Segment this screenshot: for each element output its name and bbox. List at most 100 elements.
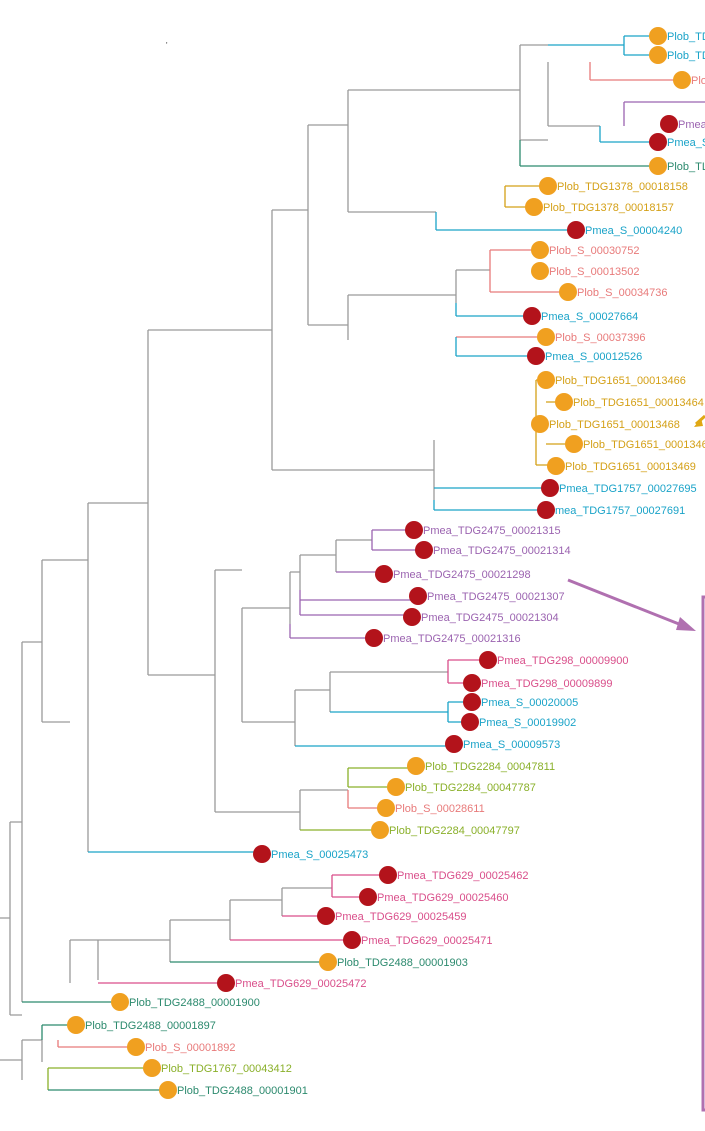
tip-label: Pmea — [678, 119, 705, 131]
tree-tip: Pmea_TDG1757_00027695 — [541, 479, 697, 497]
plob-dot-icon — [649, 27, 667, 45]
tip-label: Pmea_S_00009573 — [463, 739, 560, 751]
tip-label: Plob_TDG1378_00018158 — [557, 181, 688, 193]
tip-label: Plob_S_00030752 — [549, 245, 640, 257]
tree-tip: Plob_TDG1651_00013464 — [555, 393, 704, 411]
plob-dot-icon — [111, 993, 129, 1011]
tip-label: Plob_TDG2488_00001901 — [177, 1085, 308, 1097]
callout-box — [701, 595, 705, 1112]
plob-dot-icon — [555, 393, 573, 411]
pmea-dot-icon — [343, 931, 361, 949]
plob-dot-icon — [67, 1016, 85, 1034]
plob-dot-icon — [537, 371, 555, 389]
tip-label: Pmea_TDG2475_00021315 — [423, 525, 561, 537]
pmea-dot-icon — [660, 115, 678, 133]
tip-label: Pmea_S_00012526 — [545, 351, 642, 363]
pmea-dot-icon — [567, 221, 585, 239]
tree-tip: Plob_TD — [649, 27, 705, 45]
tip-label: Plob_S_00001892 — [145, 1042, 236, 1054]
tree-tip: Plob_TDG1651_00013468 — [531, 415, 680, 433]
plob-dot-icon — [531, 262, 549, 280]
plob-dot-icon — [537, 328, 555, 346]
tree-tip: Plob_S_00034736 — [559, 283, 668, 301]
plob-dot-icon — [525, 198, 543, 216]
plob-dot-icon — [387, 778, 405, 796]
tree-tip: Pmea_TDG2475_00021298 — [375, 565, 531, 583]
tree-tip: Plob_TDG2284_00047797 — [371, 821, 520, 839]
plob-dot-icon — [371, 821, 389, 839]
plob-dot-icon — [159, 1081, 177, 1099]
tip-label: Plob_TDG2284_00047811 — [425, 761, 555, 773]
purple-arrow — [567, 578, 685, 628]
tree-tip: Pmea_TDG2475_00021315 — [405, 521, 561, 539]
tip-label: Pmea_S_00025473 — [271, 849, 368, 861]
branch-n-c — [455, 269, 490, 303]
pmea-dot-icon — [409, 587, 427, 605]
annotation-arrows — [567, 414, 705, 1112]
tree-tip: Plob_S_00013502 — [531, 262, 640, 280]
tree-tip: Pmea — [660, 115, 705, 133]
pmea-dot-icon — [317, 907, 335, 925]
branch-n-l — [98, 899, 282, 962]
branch-n-m — [281, 887, 332, 916]
plob-dot-icon — [565, 435, 583, 453]
tree-tip: Pmea_TDG2475_00021304 — [403, 608, 559, 626]
tip-label: Pmea_TDG629_00025462 — [397, 870, 528, 882]
tip-label: Plob_TDG2488_00001900 — [129, 997, 260, 1009]
pmea-dot-icon — [463, 674, 481, 692]
tip-branch-7 — [435, 212, 576, 231]
tip-label: Plob_TD — [667, 50, 705, 62]
tree-tip: Pmea_S_00012526 — [527, 347, 642, 365]
tree-tip: Pmea_TDG629_00025462 — [379, 866, 528, 884]
tree-tip: Pmea_S_00020005 — [463, 693, 578, 711]
pmea-dot-icon — [379, 866, 397, 884]
branch-n-j — [299, 789, 348, 830]
tree-tip: Pmea_S_00004240 — [567, 221, 682, 239]
plob-dot-icon — [143, 1059, 161, 1077]
tree-tip: Pmea_TDG629_00025471 — [343, 931, 492, 949]
tree-tip: Plob_TL — [649, 157, 705, 175]
branch-root — [0, 821, 22, 1016]
pmea-dot-icon — [375, 565, 393, 583]
tip-label: Pmea_S_00019902 — [479, 717, 576, 729]
tree-tip: Plob_S_00001892 — [127, 1038, 236, 1056]
tip-label: Plo — [691, 75, 705, 87]
tip-label: Pmea_S_00020005 — [481, 697, 578, 709]
tree-tip: Plob_TDG2284_00047811 — [407, 757, 555, 775]
tip-label: Pmea_TDG629_00025472 — [235, 978, 366, 990]
pmea-dot-icon — [537, 501, 555, 519]
tip-label: Plob_TD — [667, 31, 705, 43]
branch-n-bottom — [0, 1039, 43, 1080]
tree-tip: Plob_TDG1378_00018158 — [539, 177, 688, 195]
tree-tip: Plob_S_00028611 — [377, 799, 485, 817]
pmea-dot-icon — [479, 651, 497, 669]
tip-label: Pmea_TDG629_00025471 — [361, 935, 492, 947]
tip-branch-13 — [433, 487, 550, 511]
branch-n-upper — [21, 641, 42, 1002]
tip-branch-1 — [548, 35, 658, 56]
tree-tip: Pmea_TDG629_00025460 — [359, 888, 508, 906]
tip-branch-32 — [57, 1040, 136, 1048]
tip-label: Plob_TDG1378_00018157 — [543, 202, 674, 214]
plob-dot-icon — [407, 757, 425, 775]
tip-branch-4 — [599, 126, 658, 143]
tree-tips: Plob_TD Plob_TD Plo Pmea Pmea_S Plob_TL Plob_T… — [67, 27, 705, 1099]
tip-label: Plob_S_00037396 — [555, 332, 646, 344]
tree-tip: Pmea_TDG2475_00021316 — [365, 629, 521, 647]
tip-label: Pmea_TDG2475_00021316 — [383, 633, 521, 645]
tip-label: mea_TDG1757_00027691 — [555, 505, 685, 517]
plob-dot-icon — [649, 157, 667, 175]
tip-branch-5 — [519, 140, 658, 167]
tip-label: Plob_S_00013502 — [549, 266, 640, 278]
tip-label: Plob_TDG2488_00001897 — [85, 1020, 216, 1032]
tree-tip: Plob_TDG2488_00001897 — [67, 1016, 216, 1034]
branch-n-top — [271, 209, 434, 471]
branch-n-e — [214, 569, 300, 813]
tree-tip: Plob_TDG2488_00001903 — [319, 953, 468, 971]
branch-n-f — [241, 607, 295, 723]
tip-label: Pmea_TDG629_00025459 — [335, 911, 466, 923]
tree-tip: Pmea_TDG2475_00021314 — [415, 541, 571, 559]
plob-dot-icon — [559, 283, 577, 301]
tree-tip: Plob_TDG2284_00047787 — [387, 778, 536, 796]
